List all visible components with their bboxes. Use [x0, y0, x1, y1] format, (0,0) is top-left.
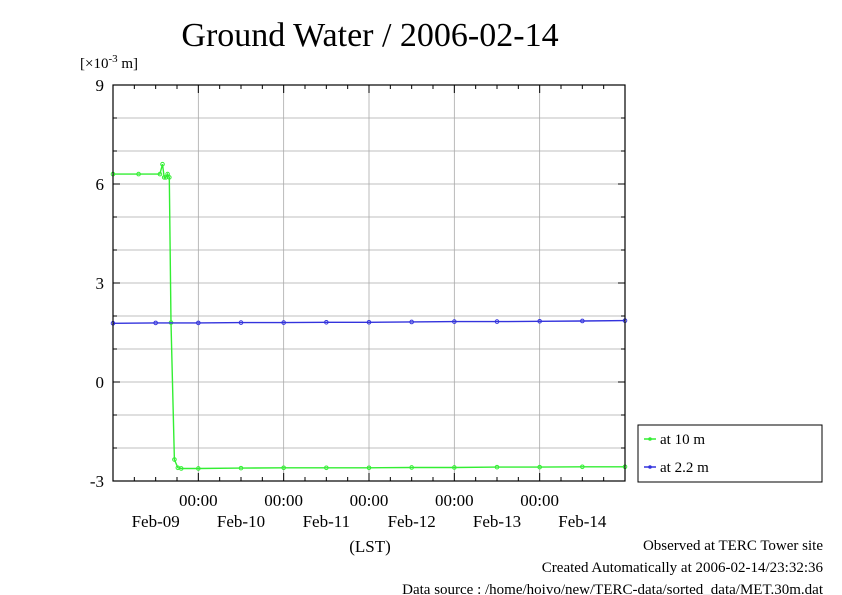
chart-title: Ground Water / 2006-02-14	[181, 17, 558, 54]
series-point-1	[452, 319, 457, 324]
x-date-label: Feb-14	[558, 512, 607, 531]
series-point-0	[161, 175, 167, 180]
series-point-0	[452, 465, 457, 470]
series-point-0	[178, 466, 184, 471]
y-tick-label: 0	[96, 373, 105, 392]
x-tick-time-label: 00:00	[435, 491, 474, 510]
series-point-0	[580, 464, 585, 470]
series-point-1	[153, 320, 158, 326]
series-point-0	[160, 161, 165, 167]
legend-marker-2-2m	[648, 465, 652, 469]
series-point-1	[366, 319, 372, 325]
x-tick-time-label: 00:00	[350, 491, 389, 510]
series-point-0	[537, 464, 542, 470]
series-point-1	[324, 319, 329, 325]
series-point-1	[196, 320, 201, 326]
series-point-0	[366, 465, 372, 471]
x-date-label: Feb-10	[217, 512, 265, 531]
axis-ticks	[113, 85, 625, 481]
legend-box	[637, 424, 823, 483]
x-tick-time-label: 00:00	[264, 491, 303, 510]
x-date-label: Feb-13	[473, 512, 521, 531]
series-point-0	[324, 465, 329, 471]
x-date-label: Feb-09	[132, 512, 180, 531]
legend-label-10m: at 10 m	[660, 432, 705, 448]
series-point-0	[238, 465, 244, 471]
series-point-0	[281, 465, 286, 471]
y-axis-unit-label: [×10-3 m]	[80, 53, 138, 72]
series-point-0	[494, 464, 500, 470]
series-point-0	[172, 457, 177, 462]
y-tick-label: 3	[96, 274, 105, 293]
x-date-label: Feb-12	[388, 512, 436, 531]
footer-created: Created Automatically at 2006-02-14/23:3…	[542, 560, 824, 576]
series-point-0	[196, 466, 201, 471]
legend-marker-10m	[648, 437, 652, 441]
y-tick-label: -3	[90, 472, 104, 491]
x-tick-time-label: 00:00	[520, 491, 559, 510]
series-line-0	[113, 164, 625, 470]
y-tick-label: 6	[96, 175, 105, 194]
y-tick-label: 9	[96, 76, 105, 95]
y-tick-labels: -3 0 3 6 9	[90, 76, 104, 491]
series-point-1	[281, 320, 286, 325]
series-point-1	[409, 319, 414, 325]
series-layer	[110, 161, 628, 471]
x-tick-labels: 00:00 00:00 00:00 00:00 00:00 Feb-09 Feb-10 Feb…	[132, 491, 607, 531]
x-axis-label: (LST)	[349, 537, 391, 556]
series-point-1	[494, 319, 500, 324]
series-line-1	[112, 319, 626, 324]
legend-label-2-2m: at 2.2 m	[660, 460, 709, 476]
footer-observed: Observed at TERC Tower site	[643, 538, 823, 554]
series-point-1	[238, 320, 244, 325]
x-tick-time-label: 00:00	[179, 491, 218, 510]
series-point-0	[167, 175, 172, 180]
series-point-1	[537, 318, 542, 324]
series-point-0	[157, 171, 163, 177]
footer-source: Data source : /home/hoivo/new/TERC-data/…	[402, 582, 824, 595]
series-point-1	[580, 318, 585, 324]
grid-lines	[113, 85, 625, 481]
x-date-label: Feb-11	[303, 512, 351, 531]
legend: at 10 m at 2.2 m	[637, 424, 823, 483]
series-point-0	[409, 465, 414, 470]
series-point-0	[136, 171, 141, 177]
